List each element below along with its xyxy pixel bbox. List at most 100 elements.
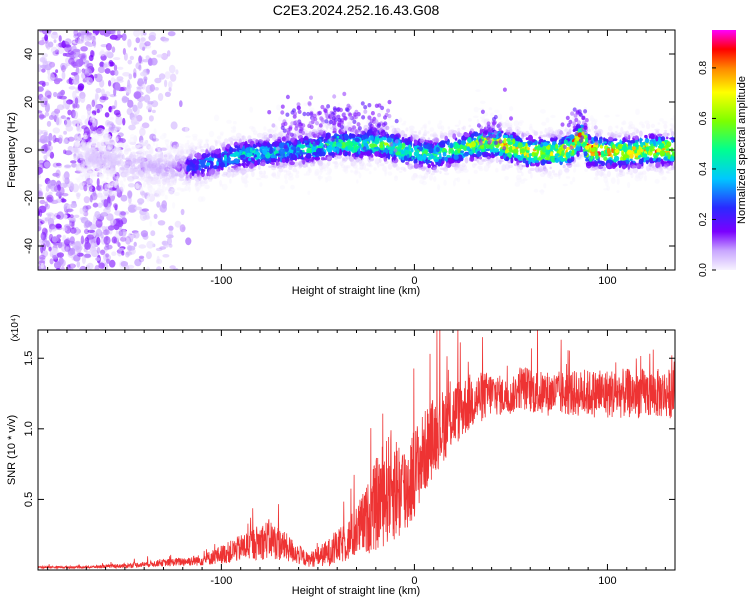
- spectrogram-cell: [138, 169, 141, 176]
- spectrogram-cell: [38, 191, 43, 199]
- spectrogram-cell: [86, 108, 92, 116]
- spectrogram-cell: [127, 139, 131, 144]
- spectrogram-cell: [131, 146, 136, 150]
- spectrogram-cell: [324, 113, 329, 118]
- spectrogram-cell: [82, 136, 90, 141]
- spectrogram-cell: [151, 180, 156, 184]
- spectrogram-cell: [111, 105, 116, 110]
- spectrogram-cell: [38, 190, 44, 197]
- spectrogram-cell: [127, 234, 135, 239]
- spectrogram-cell: [95, 185, 102, 191]
- spectrogram-cell: [148, 165, 154, 170]
- spectrogram-cell: [653, 165, 657, 172]
- spectrogram-cell: [186, 165, 190, 172]
- spectrogram-cell: [115, 116, 123, 126]
- spectrogram-cell: [256, 177, 262, 181]
- spectrogram-cell: [417, 131, 421, 136]
- spectrogram-cell: [153, 135, 157, 139]
- spectrogram-cell: [170, 73, 177, 82]
- spectrogram-cell: [297, 109, 302, 115]
- spectrogram-cell: [230, 129, 236, 134]
- spectrogram-cell: [104, 137, 111, 145]
- spectrogram-cell: [565, 115, 570, 121]
- spectrogram-cell: [323, 143, 328, 149]
- spectrogram-cell: [648, 163, 652, 167]
- spectrogram-cell: [339, 107, 343, 113]
- spectrogram-cell: [393, 154, 396, 161]
- spectrogram-cell: [79, 142, 86, 148]
- spectrogram-cell: [427, 120, 431, 125]
- spectrogram-cell: [155, 258, 163, 265]
- spectrogram-cell: [164, 139, 170, 143]
- spectrogram-cell: [91, 173, 94, 179]
- spectrogram-cell: [649, 157, 654, 164]
- spectrogram-cell: [666, 171, 671, 174]
- spectrogram-cell: [410, 135, 413, 142]
- spectrogram-cell: [146, 176, 152, 182]
- spectrogram-cell: [411, 174, 417, 181]
- spectrogram-cell: [94, 265, 100, 270]
- spectrogram-cell: [626, 171, 630, 175]
- spectrogram-cell: [155, 164, 158, 171]
- spectrogram-cell: [146, 240, 154, 249]
- spectrogram-cell: [644, 120, 650, 125]
- spectrogram-cell: [126, 148, 131, 151]
- spectrogram-cell: [309, 130, 312, 135]
- spectrogram-cell: [164, 162, 169, 172]
- spectrogram-cell: [145, 153, 153, 160]
- spectrogram-cell: [421, 180, 427, 186]
- spectrogram-cell: [71, 162, 77, 168]
- spectrogram-cell: [76, 137, 84, 142]
- spectrogram-cell: [506, 124, 513, 130]
- spectrogram-cell: [199, 159, 206, 166]
- spectrogram-cell: [392, 163, 397, 168]
- spectrogram-cell: [603, 188, 609, 191]
- spectrogram-cell: [628, 169, 633, 176]
- spectrogram-cell: [79, 216, 86, 221]
- spectrogram-cell: [354, 147, 358, 153]
- spectrogram-cell: [55, 162, 62, 167]
- spectrogram-cell: [671, 164, 675, 169]
- spectrogram-cell: [399, 153, 405, 157]
- spectrogram-cell: [223, 154, 227, 159]
- spectrogram-cell: [547, 126, 554, 132]
- spectrogram-cell: [319, 129, 324, 134]
- spectrogram-cell: [528, 126, 533, 131]
- spectrogram-cell: [53, 185, 62, 193]
- spectrogram-cell: [137, 185, 144, 192]
- spectrogram-cell: [332, 94, 337, 99]
- spectrogram-cell: [145, 55, 150, 60]
- spectrogram-cell: [475, 89, 481, 93]
- spectrogram-cell: [331, 137, 336, 142]
- spectrogram-cell: [103, 133, 111, 141]
- spectrogram-cell: [113, 146, 120, 152]
- spectrogram-cell: [44, 111, 50, 117]
- spectrogram-cell: [133, 30, 141, 37]
- spectrogram-cell: [595, 132, 599, 138]
- spectrogram-cell: [111, 172, 116, 178]
- spectrogram-cell: [48, 41, 54, 48]
- spectrogram-cell: [259, 139, 264, 144]
- spectrogram-cell: [583, 151, 588, 157]
- y-tick-label: -20: [23, 190, 35, 206]
- spectrogram-cell: [139, 128, 146, 136]
- spectrogram-cell: [572, 176, 576, 183]
- spectrogram-cell: [190, 148, 194, 152]
- spectrogram-cell: [430, 172, 435, 176]
- spectrogram-cell: [539, 143, 544, 148]
- spectrogram-cell: [64, 44, 72, 53]
- spectrogram-cell: [78, 53, 86, 59]
- spectrogram-cell: [413, 145, 417, 150]
- spectrogram-cell: [148, 154, 152, 159]
- spectrogram-cell: [533, 130, 536, 136]
- spectrogram-cell: [170, 168, 175, 173]
- spectrogram-cell: [139, 212, 147, 222]
- spectrogram-cell: [164, 194, 168, 200]
- spectrogram-cell: [73, 155, 79, 161]
- snr-marks: [38, 330, 675, 570]
- spectrogram-cell: [383, 115, 387, 120]
- spectrogram-cell: [105, 167, 111, 171]
- spectrogram-cell: [271, 161, 275, 166]
- spectrogram-cell: [345, 107, 350, 113]
- spectrogram-cell: [640, 141, 644, 148]
